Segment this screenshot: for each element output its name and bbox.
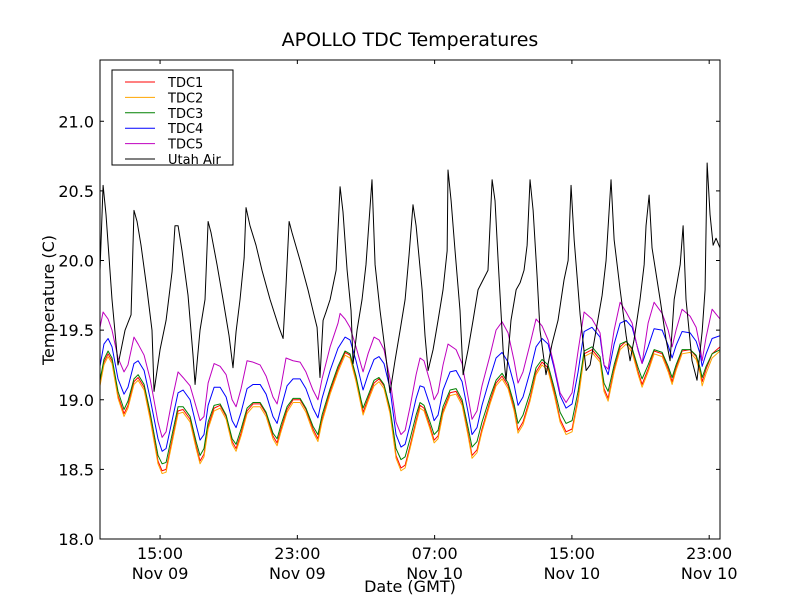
series-line-tdc4 bbox=[100, 319, 720, 452]
y-tick-label: 18.0 bbox=[58, 530, 94, 549]
chart-title: APOLLO TDC Temperatures bbox=[282, 29, 539, 51]
x-tick-label-time: 23:00 bbox=[274, 544, 320, 563]
x-tick-label-time: 07:00 bbox=[412, 544, 458, 563]
legend-label: TDC2 bbox=[167, 91, 203, 106]
x-tick-label-date: Nov 09 bbox=[269, 564, 326, 583]
y-tick-label: 19.0 bbox=[58, 391, 94, 410]
legend-entry-tdc3: TDC3 bbox=[125, 107, 203, 122]
plot-frame bbox=[99, 59, 721, 540]
y-tick-label: 20.5 bbox=[58, 182, 94, 201]
series-line-tdc3 bbox=[100, 340, 720, 465]
legend-label: Utah Air bbox=[168, 153, 221, 168]
legend-label: TDC4 bbox=[167, 122, 203, 137]
series-line-utah-air bbox=[100, 162, 720, 394]
x-tick-label-time: 15:00 bbox=[137, 544, 183, 563]
legend-label: TDC5 bbox=[167, 138, 203, 153]
legend-entry-tdc5: TDC5 bbox=[125, 138, 203, 153]
series-line-tdc5 bbox=[100, 301, 720, 438]
series-line-tdc1 bbox=[100, 340, 720, 472]
y-axis-label: Temperature (C) bbox=[39, 235, 58, 366]
y-tick-label: 19.5 bbox=[58, 321, 94, 340]
legend-label: TDC3 bbox=[167, 107, 203, 122]
legend-entry-tdc1: TDC1 bbox=[125, 76, 203, 91]
y-tick-label: 18.5 bbox=[58, 460, 94, 479]
x-tick-label-time: 15:00 bbox=[549, 544, 595, 563]
x-tick-label-time: 23:00 bbox=[686, 544, 732, 563]
x-tick-label-date: Nov 10 bbox=[681, 564, 738, 583]
legend-box bbox=[111, 69, 234, 166]
x-tick-label-date: Nov 10 bbox=[406, 564, 463, 583]
x-axis-label: Date (GMT) bbox=[364, 577, 456, 596]
series-layer bbox=[100, 162, 720, 475]
legend-entry-utah-air: Utah Air bbox=[125, 153, 221, 168]
series-line-tdc2 bbox=[100, 343, 720, 475]
x-tick-label-date: Nov 10 bbox=[544, 564, 601, 583]
y-tick-label: 21.0 bbox=[58, 112, 94, 131]
legend-entry-tdc4: TDC4 bbox=[125, 122, 203, 137]
legend-entry-tdc2: TDC2 bbox=[125, 91, 203, 106]
legend-label: TDC1 bbox=[167, 76, 203, 91]
x-tick-label-date: Nov 09 bbox=[132, 564, 189, 583]
y-tick-label: 20.0 bbox=[58, 252, 94, 271]
